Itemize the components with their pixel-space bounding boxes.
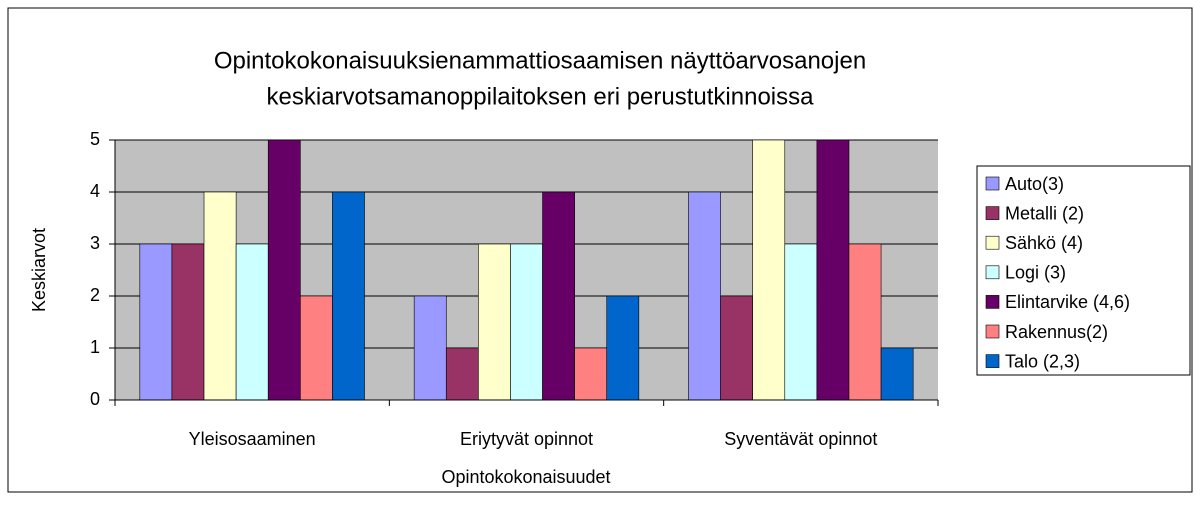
y-tick-label: 4 [90,181,100,201]
bar [332,191,365,401]
legend-label: Logi (3) [1005,263,1066,283]
legend [976,165,1191,376]
legend-label: Elintarvike (4,6) [1005,292,1130,312]
x-tick-label: Syventävät opinnot [724,429,877,449]
bar [752,139,786,401]
bar [816,139,850,401]
y-tick-label: 1 [90,337,100,357]
legend-swatch [985,265,1000,280]
bar [203,191,237,401]
legend-label: Sähkö (4) [1005,233,1083,253]
bar [478,243,511,401]
chart-title: keskiarvotsamanoppilaitoksen eri perustu… [267,83,815,110]
legend-swatch [985,354,1000,368]
bar [300,295,333,401]
bar [510,243,543,401]
bar [413,295,447,401]
bar [606,295,640,401]
legend-swatch [985,176,1000,191]
legend-swatch [985,295,1000,309]
y-tick-label: 5 [90,129,100,149]
bar [445,347,479,401]
y-tick-label: 2 [90,285,100,305]
y-tick-label: 0 [90,389,100,409]
y-axis-label: Keskiarvot [29,228,49,312]
bar [848,243,882,401]
x-axis-label: Opintokokonaisuudet [441,467,610,487]
bar [235,243,269,401]
bar [880,347,914,401]
legend-label: Metalli (2) [1005,203,1084,223]
bar [574,347,608,401]
bar [267,139,301,401]
legend-swatch [985,206,1000,220]
legend-label: Talo (2,3) [1005,351,1080,371]
y-tick-label: 3 [90,233,100,253]
x-tick-label: Yleisosaaminen [189,429,316,449]
legend-swatch [985,235,1000,250]
bar [720,295,753,401]
bar [784,243,818,401]
x-tick-label: Eriytyvät opinnot [460,429,593,449]
bar [688,191,721,401]
bar [542,191,575,401]
legend-label: Auto(3) [1005,174,1064,194]
chart-title: Opintokokonaisuuksienammattiosaamisen nä… [214,47,866,74]
legend-label: Rakennus(2) [1005,322,1108,342]
bar [171,243,205,401]
legend-swatch [985,324,1000,339]
bar [139,243,173,401]
